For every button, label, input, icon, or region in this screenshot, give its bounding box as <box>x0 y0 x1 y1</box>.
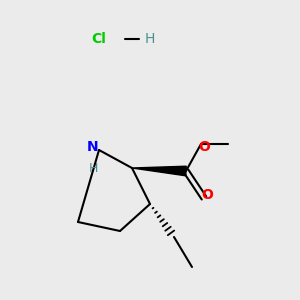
Text: O: O <box>198 140 210 154</box>
Text: Cl: Cl <box>92 32 106 46</box>
Text: N: N <box>87 140 99 154</box>
Text: H: H <box>88 161 98 175</box>
Text: O: O <box>201 188 213 202</box>
Polygon shape <box>132 166 186 176</box>
Text: H: H <box>145 32 155 46</box>
